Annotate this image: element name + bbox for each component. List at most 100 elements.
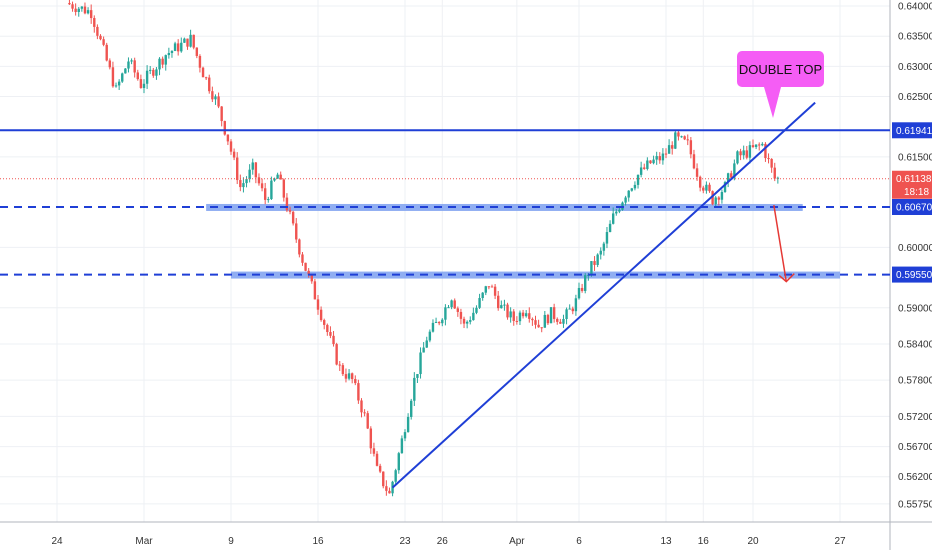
candle-body[interactable] — [93, 18, 96, 27]
candle-body[interactable] — [431, 322, 435, 332]
candle-body[interactable] — [562, 318, 565, 324]
candle-body[interactable] — [437, 321, 441, 324]
candle-body[interactable] — [68, 3, 71, 5]
candle-body[interactable] — [170, 50, 174, 54]
candle-body[interactable] — [518, 312, 522, 322]
candle-body[interactable] — [158, 58, 161, 70]
candle-body[interactable] — [326, 324, 329, 333]
candle-body[interactable] — [630, 188, 634, 191]
candle-body[interactable] — [711, 191, 714, 205]
candle-body[interactable] — [133, 60, 136, 73]
candle-body[interactable] — [239, 180, 242, 188]
candle-body[interactable] — [590, 261, 593, 275]
candle-body[interactable] — [295, 223, 298, 240]
candle-body[interactable] — [273, 178, 276, 181]
candle-body[interactable] — [96, 26, 99, 36]
candle-body[interactable] — [475, 307, 478, 313]
candle-body[interactable] — [552, 307, 556, 319]
candle-body[interactable] — [705, 184, 708, 191]
candle-body[interactable] — [161, 58, 164, 65]
candle-body[interactable] — [599, 250, 602, 255]
candle-body[interactable] — [484, 286, 487, 293]
candle-body[interactable] — [745, 150, 748, 158]
candle-body[interactable] — [636, 174, 640, 185]
candle-body[interactable] — [242, 183, 245, 188]
candle-body[interactable] — [602, 243, 606, 251]
candle-body[interactable] — [86, 10, 90, 14]
candle-body[interactable] — [245, 179, 248, 184]
candle-body[interactable] — [627, 190, 630, 198]
candle-body[interactable] — [425, 340, 428, 348]
candle-body[interactable] — [661, 153, 665, 161]
candle-body[interactable] — [742, 150, 745, 156]
candle-body[interactable] — [173, 43, 177, 51]
candle-body[interactable] — [332, 335, 335, 345]
candle-body[interactable] — [608, 223, 612, 233]
candle-body[interactable] — [549, 307, 553, 324]
candle-body[interactable] — [354, 379, 357, 384]
candle-body[interactable] — [378, 465, 382, 472]
candle-body[interactable] — [397, 453, 400, 471]
candle-body[interactable] — [236, 157, 239, 181]
candle-body[interactable] — [459, 311, 463, 319]
candle-body[interactable] — [702, 187, 705, 191]
candle-body[interactable] — [323, 320, 326, 325]
candle-body[interactable] — [276, 174, 279, 179]
candle-body[interactable] — [403, 432, 407, 439]
candle-body[interactable] — [400, 438, 404, 454]
candle-body[interactable] — [428, 331, 432, 341]
candle-body[interactable] — [444, 307, 447, 320]
candle-body[interactable] — [319, 309, 323, 321]
candle-body[interactable] — [111, 67, 115, 87]
candle-body[interactable] — [223, 121, 226, 135]
candle-body[interactable] — [565, 309, 568, 319]
candle-body[interactable] — [114, 85, 118, 87]
candle-body[interactable] — [71, 4, 74, 9]
candle-body[interactable] — [478, 298, 481, 308]
candle-body[interactable] — [658, 156, 661, 161]
candle-body[interactable] — [248, 169, 251, 180]
candle-body[interactable] — [214, 96, 217, 100]
candle-body[interactable] — [155, 69, 158, 76]
candle-body[interactable] — [80, 6, 84, 9]
candle-body[interactable] — [149, 69, 152, 71]
candle-body[interactable] — [375, 453, 379, 466]
candle-body[interactable] — [515, 320, 519, 322]
candle-body[interactable] — [142, 83, 146, 88]
candle-body[interactable] — [708, 184, 711, 192]
candle-body[interactable] — [577, 287, 581, 299]
candle-body[interactable] — [74, 8, 77, 13]
candle-body[interactable] — [301, 254, 304, 263]
candle-body[interactable] — [350, 373, 354, 380]
candle-body[interactable] — [655, 156, 658, 160]
candle-body[interactable] — [99, 35, 102, 40]
candle-body[interactable] — [537, 324, 540, 328]
candle-body[interactable] — [767, 158, 770, 160]
candle-body[interactable] — [698, 176, 702, 188]
candle-body[interactable] — [136, 72, 139, 80]
candle-body[interactable] — [413, 377, 416, 401]
candle-body[interactable] — [692, 154, 696, 169]
candle-body[interactable] — [531, 318, 534, 321]
candle-body[interactable] — [462, 318, 466, 324]
candle-body[interactable] — [689, 140, 693, 155]
candle-body[interactable] — [677, 132, 680, 137]
candle-body[interactable] — [593, 261, 596, 265]
candle-body[interactable] — [220, 106, 223, 122]
candle-body[interactable] — [490, 286, 494, 288]
candle-body[interactable] — [596, 254, 599, 265]
candle-body[interactable] — [683, 136, 686, 140]
candle-body[interactable] — [717, 197, 721, 200]
ascending-trendline[interactable] — [391, 101, 816, 489]
candle-body[interactable] — [664, 153, 668, 155]
candle-body[interactable] — [304, 262, 307, 271]
candle-body[interactable] — [568, 308, 571, 310]
candle-body[interactable] — [571, 308, 574, 312]
candle-body[interactable] — [671, 145, 674, 149]
candle-body[interactable] — [406, 416, 410, 433]
candle-body[interactable] — [773, 167, 776, 179]
candle-body[interactable] — [83, 6, 87, 14]
candle-body[interactable] — [108, 60, 112, 68]
candle-body[interactable] — [124, 68, 127, 74]
candle-body[interactable] — [267, 199, 270, 201]
